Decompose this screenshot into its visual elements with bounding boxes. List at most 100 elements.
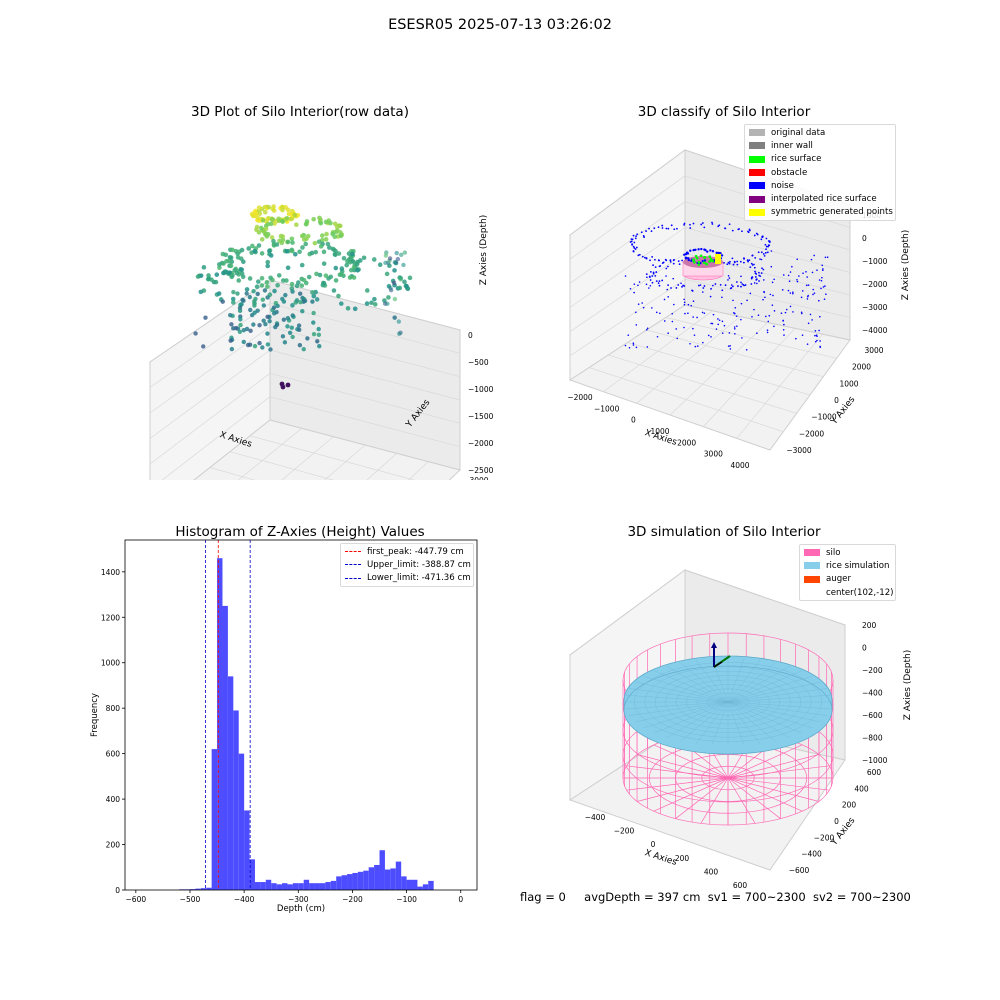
- data-point: [248, 328, 253, 334]
- data-point: [814, 334, 816, 337]
- data-point: [701, 311, 704, 314]
- data-point: [624, 275, 627, 277]
- data-point: [745, 349, 748, 351]
- data-point: [306, 274, 312, 280]
- panel4-x-tick-label: 200: [675, 854, 690, 863]
- data-point: [816, 269, 818, 271]
- data-point: [759, 258, 761, 260]
- data-point: [780, 312, 783, 314]
- data-point: [259, 251, 265, 256]
- data-point: [293, 251, 298, 257]
- data-point: [632, 245, 635, 248]
- panel2-x-tick-label: 3000: [704, 450, 723, 459]
- histogram-bar: [249, 859, 255, 890]
- data-point: [286, 211, 292, 217]
- data-point: [348, 267, 354, 273]
- data-point: [711, 322, 714, 325]
- data-point: [753, 282, 756, 284]
- data-point: [728, 223, 731, 226]
- data-point: [655, 280, 658, 283]
- data-point: [241, 339, 246, 345]
- panel2-y-tick-label: 2000: [852, 363, 871, 372]
- data-point: [354, 262, 360, 267]
- data-point: [813, 292, 816, 294]
- data-point: [311, 310, 316, 316]
- panel4-z-tick-label: 200: [862, 621, 877, 630]
- histogram-bar: [287, 884, 293, 890]
- data-point: [352, 306, 358, 312]
- data-point: [666, 288, 669, 291]
- data-point: [814, 330, 817, 332]
- data-point: [729, 287, 732, 290]
- data-point: [768, 314, 771, 317]
- data-point: [765, 245, 768, 248]
- data-point: [285, 324, 290, 329]
- data-point: [687, 257, 690, 260]
- data-point: [383, 260, 388, 266]
- data-point: [285, 265, 291, 271]
- data-point: [727, 261, 730, 264]
- data-point: [645, 273, 648, 276]
- data-point: [755, 273, 758, 275]
- data-point: [694, 345, 697, 348]
- legend-label: Lower_limit: -471.36 cm: [367, 573, 471, 584]
- data-point: [766, 331, 769, 334]
- legend-swatch: [749, 208, 765, 216]
- data-point: [645, 230, 647, 232]
- histogram-bar: [406, 879, 413, 890]
- data-point: [757, 314, 760, 317]
- histogram-y-tick-label: 1400: [101, 568, 120, 577]
- data-point: [763, 291, 766, 294]
- data-point: [740, 318, 742, 321]
- data-point: [300, 308, 305, 314]
- histogram-bar: [260, 882, 266, 890]
- data-point: [715, 251, 718, 254]
- histogram-x-tick-label: −400: [234, 895, 255, 904]
- data-point: [637, 254, 640, 257]
- data-point: [717, 318, 719, 320]
- data-point: [301, 277, 307, 283]
- data-point: [783, 334, 785, 336]
- data-point: [681, 285, 683, 288]
- data-point: [703, 256, 707, 259]
- data-point: [764, 296, 766, 299]
- data-point: [661, 279, 664, 282]
- histogram-x-tick-label: −200: [342, 895, 363, 904]
- data-point: [763, 279, 765, 281]
- data-point: [311, 320, 316, 325]
- data-point: [230, 247, 235, 253]
- data-point: [715, 328, 718, 330]
- histogram-bar: [303, 879, 310, 890]
- histogram-y-tick-label: 1000: [101, 659, 120, 668]
- data-point: [796, 280, 799, 283]
- avg-depth-text: avgDepth = 397 cm: [584, 890, 701, 904]
- data-point: [758, 280, 760, 282]
- data-point: [802, 272, 804, 274]
- data-point: [386, 295, 391, 300]
- data-point: [387, 256, 393, 261]
- data-point: [717, 323, 720, 326]
- data-point: [637, 303, 640, 305]
- data-point: [324, 231, 329, 237]
- data-point: [238, 317, 243, 322]
- panel2-x-tick-label: 2000: [677, 438, 696, 447]
- data-point: [813, 254, 815, 257]
- data-point: [711, 223, 714, 225]
- data-point: [260, 297, 266, 302]
- data-point: [654, 274, 657, 277]
- data-point: [760, 272, 763, 275]
- panel4-z-tick-label: −800: [862, 734, 883, 743]
- data-point: [228, 338, 233, 343]
- data-point: [684, 256, 688, 259]
- data-point: [624, 344, 627, 347]
- data-point: [290, 240, 295, 245]
- data-point: [221, 261, 226, 266]
- data-point: [271, 305, 277, 310]
- data-point: [771, 304, 774, 306]
- data-point: [217, 265, 222, 271]
- histogram-bar: [189, 889, 196, 890]
- data-point: [697, 260, 701, 264]
- data-point: [297, 342, 303, 348]
- panel4-y-tick-label: 400: [854, 784, 869, 793]
- data-point: [814, 340, 817, 343]
